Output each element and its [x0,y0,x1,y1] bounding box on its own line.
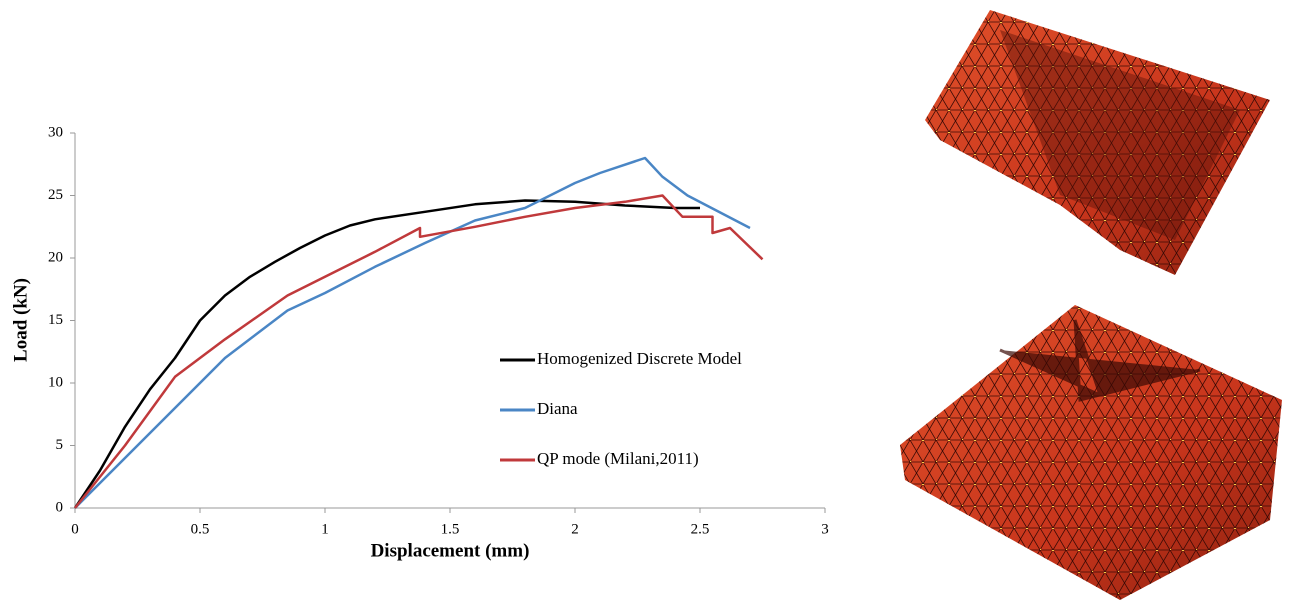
y-tick-label: 30 [48,124,63,140]
mesh-lines [900,305,1282,600]
x-tick-label: 1.5 [441,521,460,537]
x-tick-label: 0.5 [191,521,210,537]
y-tick-label: 0 [56,499,64,515]
y-tick-label: 25 [48,187,63,203]
legend-text: Homogenized Discrete Model [537,349,742,368]
mesh-image [900,305,1282,600]
x-tick-label: 0 [71,521,79,537]
y-tick-label: 20 [48,249,63,265]
y-tick-label: 5 [56,437,64,453]
legend-text: QP mode (Milani,2011) [537,449,699,468]
y-tick-label: 10 [48,374,63,390]
y-axis-title: Load (kN) [10,278,31,362]
figure: Displacement (mm) Load (kN) 051015202530… [0,0,1298,615]
x-tick-label: 1 [321,521,329,537]
x-axis-title: Displacement (mm) [371,540,530,561]
x-tick-label: 3 [821,521,829,537]
x-tick-label: 2.5 [691,521,710,537]
legend-text: Diana [537,399,578,418]
x-tick-label: 2 [571,521,579,537]
y-tick-label: 15 [48,312,63,328]
mesh-image [925,10,1270,275]
